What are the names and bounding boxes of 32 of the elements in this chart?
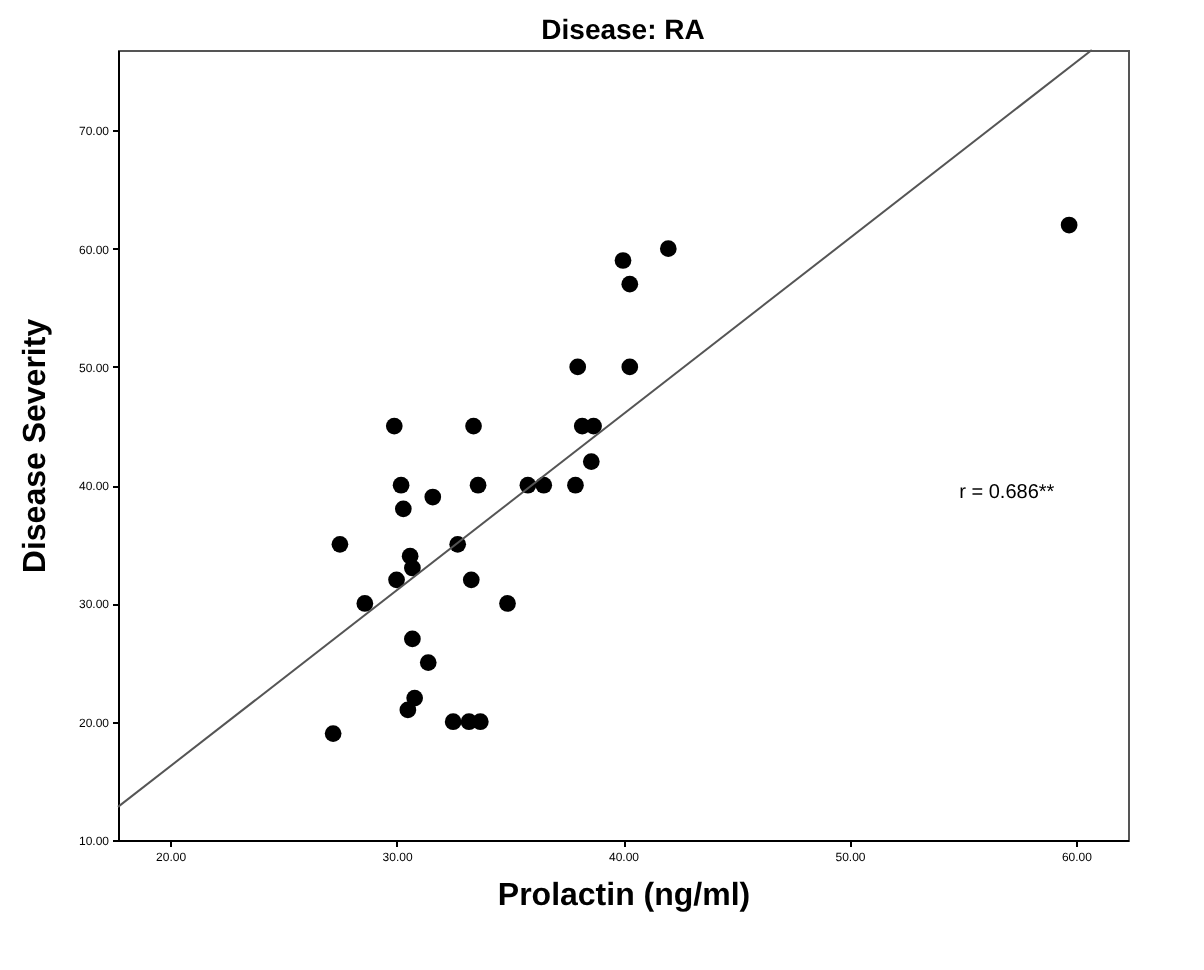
point — [614, 252, 632, 269]
y-axis-title: Disease Severity — [18, 318, 53, 574]
point — [404, 559, 421, 577]
point — [567, 476, 584, 494]
point — [621, 275, 639, 293]
point — [1060, 216, 1078, 234]
point — [535, 476, 553, 494]
annotation: r = 0.686** — [959, 482, 1055, 505]
point — [659, 240, 677, 258]
point — [399, 701, 417, 719]
point — [419, 654, 437, 671]
point — [469, 476, 487, 494]
x-axis-title: Prolactin (ng/ml) — [497, 879, 751, 913]
point — [324, 725, 342, 742]
point — [465, 417, 482, 435]
point — [424, 488, 442, 506]
point — [392, 476, 410, 494]
point — [462, 571, 480, 589]
point — [404, 630, 421, 648]
point — [331, 535, 349, 553]
point — [356, 595, 374, 612]
chart-title: Disease: RA — [541, 13, 705, 45]
point — [569, 358, 587, 376]
point — [582, 453, 600, 470]
point — [444, 713, 462, 731]
point — [385, 417, 403, 435]
point — [406, 689, 424, 707]
point — [394, 500, 412, 518]
point — [499, 595, 516, 612]
point — [621, 358, 639, 376]
point — [388, 571, 405, 589]
point — [585, 417, 602, 435]
